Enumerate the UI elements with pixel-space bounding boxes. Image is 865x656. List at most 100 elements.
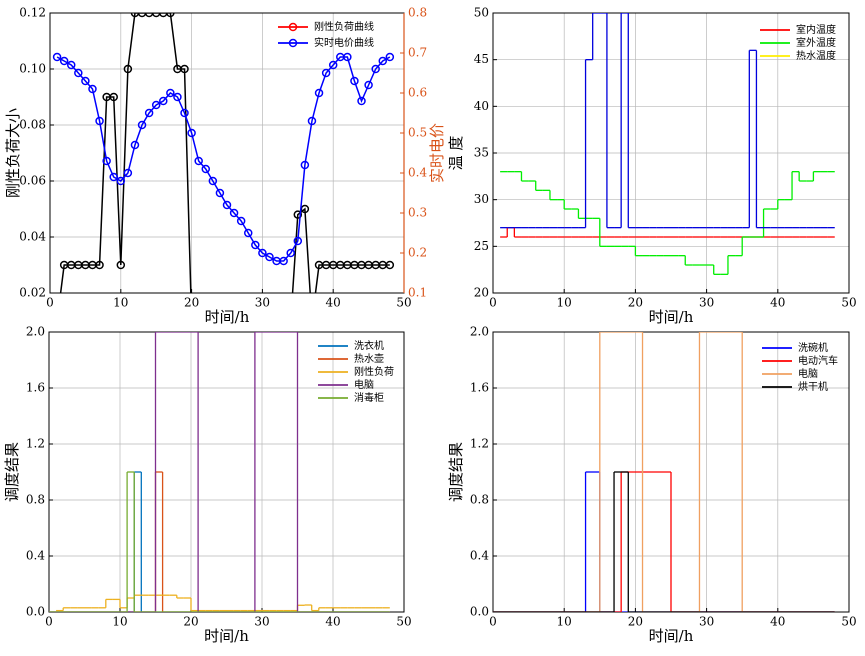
y-tick-label: 2.0	[26, 325, 45, 339]
legend-label: 烘干机	[798, 380, 828, 393]
legend-label: 刚性负荷曲线	[314, 20, 374, 33]
x-tick-label: 10	[557, 296, 572, 310]
y-tick-label: 1.6	[470, 381, 489, 395]
y-tick-label: 1.2	[470, 437, 489, 451]
y2-tick-label: 0.1	[408, 286, 427, 300]
point-marker	[194, 156, 203, 166]
point-marker	[251, 240, 260, 250]
x-tick-label: 10	[557, 615, 572, 629]
x-tick-label: 40	[326, 296, 341, 310]
y-tick-label: 20	[474, 286, 489, 300]
legend-label: 洗碗机	[798, 341, 828, 354]
x-tick-label: 30	[255, 296, 270, 310]
y-tick-label: 30	[474, 192, 489, 206]
point-marker	[88, 84, 97, 94]
x-tick-label: 20	[628, 296, 643, 310]
legend-label: 热水温度	[796, 49, 836, 62]
point-marker	[166, 88, 175, 98]
plot-area	[493, 332, 835, 612]
legend-label: 电动汽车	[798, 354, 838, 367]
y-tick-label: 40	[474, 99, 489, 113]
point-marker	[59, 56, 69, 66]
point-marker	[222, 200, 232, 210]
point-marker	[385, 52, 395, 62]
point-marker	[378, 56, 388, 66]
series-line	[56, 56, 391, 262]
point-marker	[385, 260, 395, 270]
x-tick-label: 30	[254, 615, 269, 629]
point-marker	[95, 116, 104, 126]
y-tick-label: 0.08	[19, 118, 46, 132]
point-marker	[243, 228, 253, 238]
y-axis-label: 刚性负荷大小	[4, 108, 22, 198]
y-tick-label: 1.6	[26, 381, 45, 395]
x-tick-label: 40	[770, 296, 785, 310]
x-tick-label: 0	[46, 296, 54, 310]
y-tick-label: 50	[474, 6, 489, 20]
point-marker	[74, 68, 83, 78]
point-marker	[350, 76, 359, 86]
x-tick-label: 40	[770, 615, 785, 629]
point-marker	[279, 256, 288, 266]
point-marker	[208, 176, 218, 186]
point-marker	[151, 13, 161, 18]
x-tick-label: 50	[396, 296, 411, 310]
x-tick-label: 10	[113, 296, 128, 310]
point-marker	[300, 160, 310, 170]
point-marker	[252, 318, 259, 325]
point-marker	[180, 64, 189, 74]
point-marker	[144, 108, 154, 118]
y-axis-label: 调度结果	[3, 442, 21, 502]
x-axis-label: 时间/h	[204, 627, 249, 645]
y-tick-label: 0.8	[26, 493, 45, 507]
x-tick-label: 30	[699, 296, 714, 310]
y2-tick-label: 0.6	[408, 86, 427, 100]
point-marker	[328, 60, 338, 70]
point-marker	[188, 318, 195, 325]
y2-tick-label: 0.2	[408, 246, 427, 260]
x-tick-label: 20	[183, 615, 198, 629]
plot-area	[500, 13, 835, 275]
legend-label: 消毒柜	[354, 391, 384, 404]
y2-tick-label: 0.7	[408, 46, 427, 60]
y2-tick-label: 0.8	[408, 6, 427, 20]
point-marker	[371, 64, 380, 74]
series-line	[59, 13, 390, 293]
y2-axis-label: 实时电价	[428, 123, 446, 183]
x-axis-label: 时间/h	[649, 308, 694, 326]
point-marker	[293, 236, 303, 246]
point-marker	[265, 252, 274, 262]
point-marker	[81, 76, 90, 86]
x-tick-label: 20	[628, 615, 643, 629]
plot-frame	[492, 12, 850, 294]
point-marker	[52, 52, 62, 62]
y2-tick-label: 0.3	[408, 206, 427, 220]
x-tick-label: 40	[325, 615, 340, 629]
point-marker	[258, 248, 267, 258]
point-marker	[123, 168, 133, 178]
y-tick-label: 0.4	[26, 549, 45, 563]
legend-label: 刚性负荷	[354, 365, 394, 378]
legend-label: 电脑	[354, 378, 374, 391]
y-tick-label: 35	[474, 146, 489, 160]
point-marker	[180, 108, 189, 118]
point-marker	[195, 318, 202, 325]
point-marker	[307, 116, 317, 126]
y-tick-label: 25	[474, 239, 489, 253]
y-axis-label: 温 度	[447, 136, 465, 171]
y-tick-label: 0.12	[19, 6, 46, 20]
legend-label: 热水壶	[354, 352, 384, 365]
point-marker	[343, 52, 352, 62]
point-marker	[116, 260, 126, 270]
legend-label: 室外温度	[796, 36, 836, 49]
point-marker	[137, 13, 147, 18]
point-marker	[137, 120, 147, 130]
legend-marker	[288, 22, 298, 32]
y-tick-label: 0.4	[470, 549, 489, 563]
y2-tick-label: 0.4	[408, 166, 427, 180]
point-marker	[116, 176, 126, 186]
point-marker	[144, 13, 154, 18]
point-marker	[215, 188, 225, 198]
